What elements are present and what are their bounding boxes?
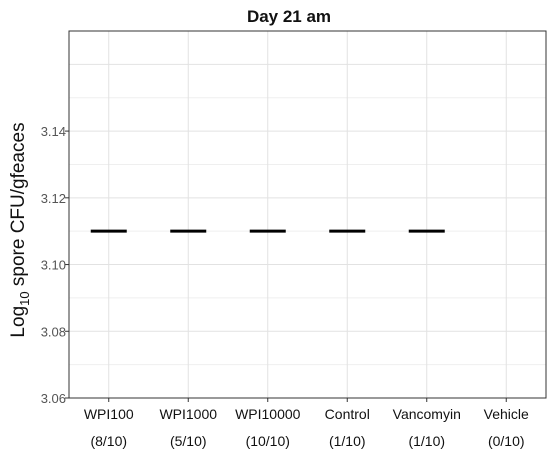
y-tick-label: 3.10 — [41, 258, 66, 273]
x-category-count: (1/10) — [329, 433, 366, 449]
x-category-count: (1/10) — [408, 433, 445, 449]
x-category-label: WPI10000 — [235, 406, 301, 422]
x-category-label: Vancomyin — [393, 406, 461, 422]
x-axis-labels: WPI100 (8/10) WPI1000 (5/10) WPI10000 (10/10)… — [84, 398, 529, 449]
y-axis-ticks: 3.06 3.08 3.10 3.12 3.14 — [41, 124, 69, 406]
x-category-count: (0/10) — [488, 433, 525, 449]
y-tick-label: 3.12 — [41, 191, 66, 206]
x-category-count: (10/10) — [246, 433, 290, 449]
y-axis-label-rest: spore CFU/gfeaces — [8, 122, 29, 291]
y-axis-label: Log10 spore CFU/gfeaces — [8, 122, 32, 337]
y-tick-label: 3.06 — [41, 391, 66, 406]
x-category-count: (5/10) — [170, 433, 207, 449]
y-tick-label: 3.14 — [41, 124, 66, 139]
y-tick-label: 3.08 — [41, 324, 66, 339]
x-category-label: Vehicle — [484, 406, 529, 422]
x-category-label: Control — [325, 406, 370, 422]
y-axis-label-subscript: 10 — [17, 291, 32, 305]
x-category-count: (8/10) — [90, 433, 127, 449]
grid — [69, 30, 546, 399]
y-axis-label-main: Log — [8, 306, 29, 338]
plot-frame — [68, 30, 547, 399]
x-category-label: WPI1000 — [159, 406, 217, 422]
chart-title: Day 21 am — [247, 7, 331, 26]
x-category-label: WPI100 — [84, 406, 134, 422]
